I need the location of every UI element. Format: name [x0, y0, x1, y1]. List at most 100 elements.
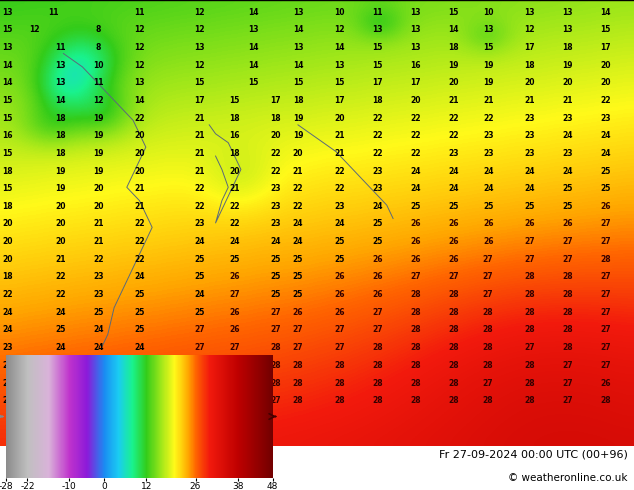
- Text: 28: 28: [448, 308, 458, 317]
- Text: 13: 13: [195, 43, 205, 52]
- Text: 14: 14: [55, 96, 65, 105]
- Text: 21: 21: [334, 131, 344, 141]
- Text: 20: 20: [3, 255, 13, 264]
- Text: 13: 13: [334, 61, 344, 70]
- Text: 27: 27: [562, 237, 573, 246]
- Text: 11: 11: [134, 8, 145, 17]
- Text: 20: 20: [448, 78, 458, 87]
- Text: 14: 14: [134, 96, 145, 105]
- Text: 8: 8: [96, 25, 101, 34]
- Text: 13: 13: [134, 78, 145, 87]
- Text: 26: 26: [410, 255, 420, 264]
- Text: 12: 12: [93, 96, 103, 105]
- Text: 13: 13: [249, 25, 259, 34]
- Text: 26: 26: [483, 220, 493, 228]
- Text: 19: 19: [93, 114, 103, 122]
- Text: 12: 12: [134, 43, 145, 52]
- Text: 22: 22: [195, 202, 205, 211]
- Text: 12: 12: [134, 61, 145, 70]
- Text: 22: 22: [93, 255, 103, 264]
- Text: 26: 26: [410, 237, 420, 246]
- Text: 25: 25: [93, 379, 103, 388]
- Text: 27: 27: [372, 308, 382, 317]
- Text: 21: 21: [134, 202, 145, 211]
- Text: 23: 23: [3, 343, 13, 352]
- Text: 24: 24: [55, 343, 65, 352]
- Text: 17: 17: [372, 78, 382, 87]
- Text: 28: 28: [271, 361, 281, 369]
- Text: 26: 26: [230, 272, 240, 281]
- Text: 22: 22: [230, 202, 240, 211]
- Text: 20: 20: [3, 237, 13, 246]
- Text: 13: 13: [55, 78, 65, 87]
- Text: 28: 28: [372, 361, 382, 369]
- Text: 25: 25: [293, 290, 303, 299]
- Text: 24: 24: [230, 237, 240, 246]
- Text: 22: 22: [334, 167, 344, 176]
- Text: 11: 11: [55, 43, 65, 52]
- Text: 23: 23: [93, 272, 103, 281]
- Text: 27: 27: [230, 361, 240, 369]
- Text: 22: 22: [410, 114, 420, 122]
- Text: 28: 28: [483, 325, 493, 335]
- Text: 27: 27: [230, 379, 240, 388]
- Text: 19: 19: [483, 78, 493, 87]
- Text: 22: 22: [271, 167, 281, 176]
- Text: 20: 20: [230, 167, 240, 176]
- Text: 25: 25: [271, 290, 281, 299]
- Text: 27: 27: [195, 343, 205, 352]
- Text: 28: 28: [134, 396, 145, 405]
- Text: 24: 24: [93, 343, 103, 352]
- Text: 23: 23: [483, 131, 493, 141]
- Text: 18: 18: [230, 114, 240, 122]
- Text: 17: 17: [600, 43, 611, 52]
- Text: 8: 8: [96, 43, 101, 52]
- Text: 25: 25: [134, 325, 145, 335]
- Text: 24: 24: [562, 131, 573, 141]
- Text: 19: 19: [483, 61, 493, 70]
- Text: Fr 27-09-2024 00:00 UTC (00+96): Fr 27-09-2024 00:00 UTC (00+96): [439, 449, 628, 460]
- Text: 13: 13: [293, 43, 303, 52]
- Text: 21: 21: [55, 255, 65, 264]
- Text: 28: 28: [483, 361, 493, 369]
- Text: 27: 27: [483, 290, 493, 299]
- Text: 27: 27: [483, 379, 493, 388]
- Text: 22: 22: [448, 114, 458, 122]
- Text: 28: 28: [410, 379, 420, 388]
- Text: 28: 28: [483, 343, 493, 352]
- Text: 27: 27: [524, 237, 534, 246]
- Text: 25: 25: [293, 255, 303, 264]
- Text: 28: 28: [600, 396, 611, 405]
- Text: 20: 20: [600, 78, 611, 87]
- Text: 24: 24: [195, 237, 205, 246]
- Text: 22: 22: [483, 114, 493, 122]
- Text: 25: 25: [600, 167, 611, 176]
- Text: 21: 21: [93, 220, 103, 228]
- Text: 22: 22: [334, 184, 344, 193]
- Text: 12: 12: [195, 25, 205, 34]
- Text: 27: 27: [562, 396, 573, 405]
- Text: 15: 15: [3, 184, 13, 193]
- Text: 21: 21: [134, 184, 145, 193]
- Text: 25: 25: [524, 202, 534, 211]
- Text: 27: 27: [293, 325, 303, 335]
- Text: 23: 23: [483, 149, 493, 158]
- Text: 26: 26: [230, 325, 240, 335]
- Text: 19: 19: [93, 131, 103, 141]
- Text: 22: 22: [448, 131, 458, 141]
- Text: 14: 14: [600, 8, 611, 17]
- Text: 28: 28: [524, 290, 534, 299]
- Text: 11: 11: [372, 8, 382, 17]
- Text: 24: 24: [3, 325, 13, 335]
- Text: 15: 15: [3, 114, 13, 122]
- Text: 18: 18: [372, 96, 382, 105]
- Text: 21: 21: [93, 237, 103, 246]
- Text: 27: 27: [483, 272, 493, 281]
- Text: 26: 26: [562, 220, 573, 228]
- Text: 27: 27: [524, 255, 534, 264]
- Text: 22: 22: [271, 149, 281, 158]
- Text: 18: 18: [3, 202, 13, 211]
- Text: 20: 20: [134, 167, 145, 176]
- Text: 20: 20: [524, 78, 534, 87]
- Text: 24: 24: [293, 220, 303, 228]
